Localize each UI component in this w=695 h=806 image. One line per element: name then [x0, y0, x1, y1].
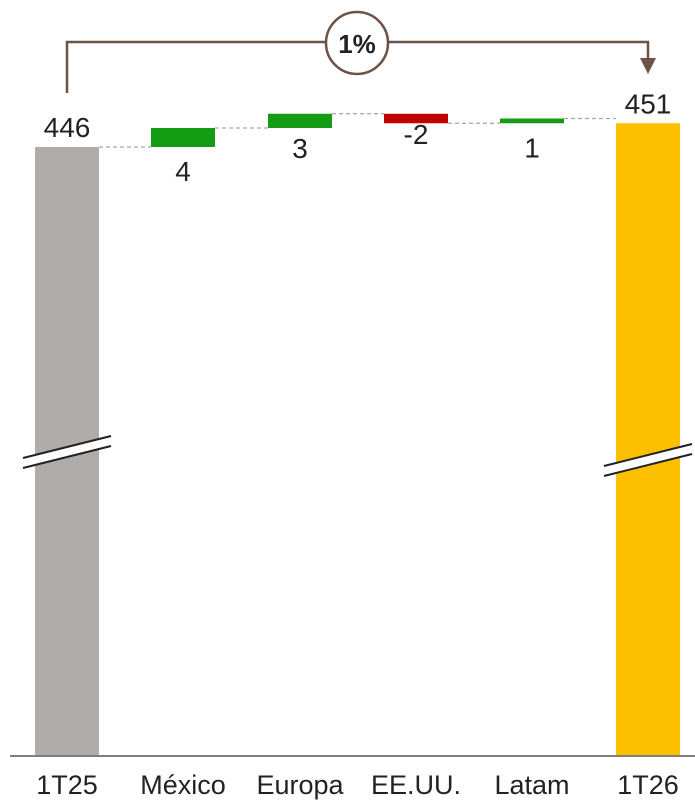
axis-break-mark [603, 443, 693, 477]
bar-europa [268, 113, 332, 128]
value-label-europa: 3 [292, 133, 308, 164]
change-bracket: 1% [65, 10, 656, 93]
labels-layer: 446 1T25 4 México 3 Europa -2 EE.UU. 1 Latam 451 1T… [36, 88, 679, 800]
category-label-mexico: México [140, 770, 226, 800]
category-label-1t26: 1T26 [617, 770, 679, 800]
axis-breaks [22, 435, 693, 477]
change-percent-label: 1% [338, 29, 376, 59]
value-label-ee-uu: -2 [404, 119, 429, 150]
axis-break-gap [23, 436, 111, 468]
bar-1t26 [616, 123, 680, 756]
value-label-1t25: 446 [44, 112, 91, 143]
category-label-latam: Latam [494, 770, 569, 800]
bar-mexico [151, 128, 215, 147]
value-label-mexico: 4 [175, 156, 191, 187]
axis-break-line [22, 435, 112, 459]
axis-break-line [22, 445, 112, 469]
bar-ee-uu [384, 113, 448, 124]
category-label-europa: Europa [256, 770, 344, 800]
bracket-arrowhead [640, 58, 656, 74]
axis-break-line [603, 443, 693, 467]
bars-layer [35, 113, 680, 756]
axis-break-line [603, 453, 693, 477]
bar-latam [500, 118, 564, 124]
value-label-1t26: 451 [625, 88, 672, 119]
category-label-ee-uu: EE.UU. [371, 770, 461, 800]
axis-break-mark [22, 435, 112, 469]
connectors-layer [99, 113, 616, 148]
axis-break-gap [604, 444, 692, 476]
value-label-latam: 1 [524, 132, 540, 163]
change-circle [324, 10, 390, 76]
category-label-1t25: 1T25 [36, 770, 98, 800]
